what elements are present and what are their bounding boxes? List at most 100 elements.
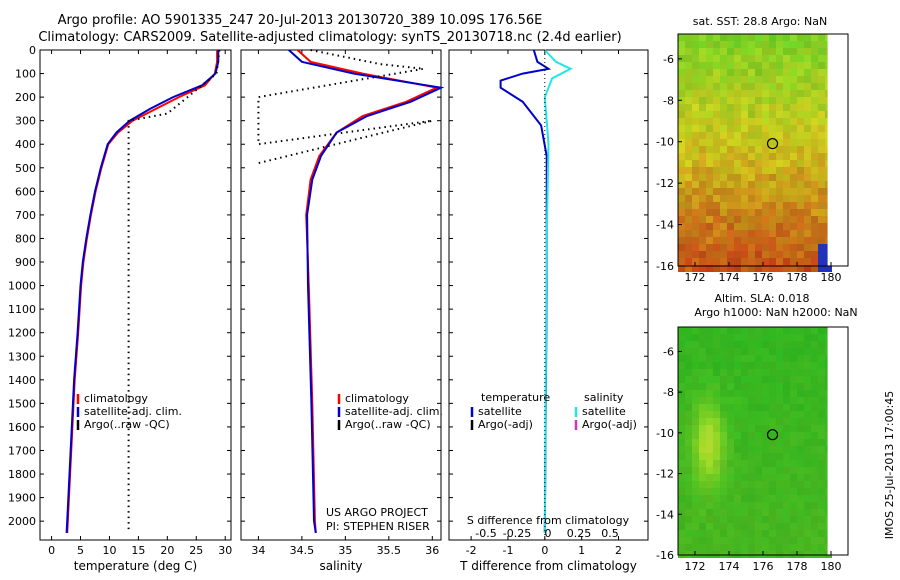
map-cell xyxy=(762,76,769,83)
map-cell xyxy=(811,446,818,453)
map-cell xyxy=(678,195,685,202)
map-cell xyxy=(804,355,811,362)
y-tick-label: -8 xyxy=(663,386,674,399)
map-cell xyxy=(755,237,762,244)
map-cell xyxy=(804,369,811,376)
map-cell xyxy=(727,83,734,90)
map-cell xyxy=(762,327,769,334)
map-cell xyxy=(692,244,699,251)
map-cell xyxy=(818,244,825,251)
map-cell xyxy=(797,167,804,174)
map-cell xyxy=(769,237,776,244)
map-cell xyxy=(748,488,755,495)
x-tick-label-secondary: -0.25 xyxy=(503,527,531,540)
map-cell xyxy=(818,125,825,132)
map-cell xyxy=(706,55,713,62)
map-cell xyxy=(783,474,790,481)
map-cell xyxy=(706,446,713,453)
map-cell xyxy=(734,76,741,83)
map-cell xyxy=(741,244,748,251)
map-cell xyxy=(720,230,727,237)
map-cell xyxy=(818,223,825,230)
map-cell xyxy=(741,390,748,397)
x-tick-label: 35 xyxy=(338,544,352,557)
map-cell xyxy=(818,516,825,523)
map-cell xyxy=(790,467,797,474)
map-cell xyxy=(720,48,727,55)
map-cell xyxy=(769,118,776,125)
map-cell xyxy=(818,41,825,48)
map-cell xyxy=(720,418,727,425)
map-cell xyxy=(699,223,706,230)
map-cell xyxy=(790,327,797,334)
map-cell xyxy=(692,265,699,272)
map-cell xyxy=(783,327,790,334)
map-cell xyxy=(699,62,706,69)
map-cell xyxy=(776,369,783,376)
map-cell xyxy=(678,244,685,251)
map-cell xyxy=(678,139,685,146)
map-cell xyxy=(755,244,762,251)
map-cell xyxy=(762,383,769,390)
map-cell xyxy=(699,76,706,83)
map-cell xyxy=(755,97,762,104)
map-cell xyxy=(706,160,713,167)
map-cell xyxy=(720,181,727,188)
map-cell xyxy=(769,69,776,76)
map-cell xyxy=(685,418,692,425)
map-cell xyxy=(678,202,685,209)
map-cell xyxy=(699,411,706,418)
map-cell xyxy=(741,341,748,348)
map-cell xyxy=(734,90,741,97)
map-cell xyxy=(790,425,797,432)
map-cell xyxy=(755,202,762,209)
map-cell xyxy=(720,411,727,418)
map-cell xyxy=(706,167,713,174)
map-cell xyxy=(762,453,769,460)
map-cell xyxy=(692,62,699,69)
map-cell xyxy=(755,495,762,502)
map-cell xyxy=(804,237,811,244)
map-cell xyxy=(811,230,818,237)
map-cell xyxy=(804,467,811,474)
map-cell xyxy=(790,118,797,125)
map-cell xyxy=(804,62,811,69)
map-cell xyxy=(783,341,790,348)
map-cell xyxy=(762,104,769,111)
map-cell xyxy=(734,251,741,258)
map-cell xyxy=(713,516,720,523)
map-cell xyxy=(678,188,685,195)
y-tick-label: -8 xyxy=(663,94,674,107)
map-cell xyxy=(699,516,706,523)
map-cell xyxy=(818,76,825,83)
map-cell xyxy=(685,530,692,537)
map-cell xyxy=(755,334,762,341)
map-cell xyxy=(769,244,776,251)
map-cell xyxy=(741,76,748,83)
map-cell xyxy=(762,425,769,432)
map-cell xyxy=(699,397,706,404)
map-cell xyxy=(783,509,790,516)
map-cell xyxy=(769,523,776,530)
map-cell xyxy=(706,34,713,41)
y-tick-label: 100 xyxy=(15,68,36,81)
map-cell xyxy=(783,544,790,551)
map-cell xyxy=(776,153,783,160)
map-cell xyxy=(818,48,825,55)
map-cell xyxy=(748,383,755,390)
map-cell xyxy=(699,195,706,202)
map-cell xyxy=(734,453,741,460)
map-cell xyxy=(720,404,727,411)
map-cell xyxy=(755,516,762,523)
map-cell xyxy=(762,265,769,272)
map-cell xyxy=(720,258,727,265)
map-cell xyxy=(734,432,741,439)
map-cell xyxy=(692,223,699,230)
map-cell xyxy=(748,41,755,48)
map-cell xyxy=(692,230,699,237)
map-cell xyxy=(783,83,790,90)
map-cell xyxy=(783,446,790,453)
map-cell xyxy=(727,181,734,188)
map-cell xyxy=(797,446,804,453)
map-cell xyxy=(699,230,706,237)
